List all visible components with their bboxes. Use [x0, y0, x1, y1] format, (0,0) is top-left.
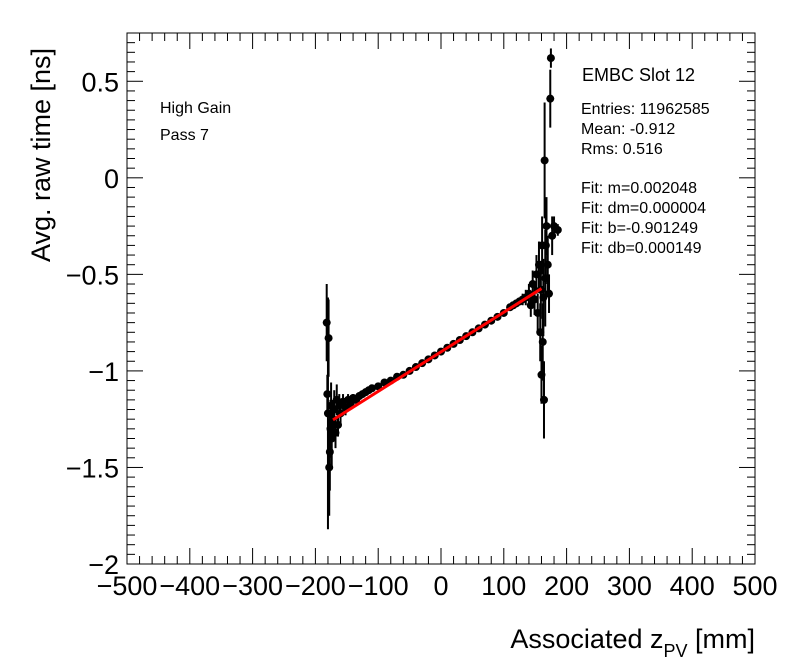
data-point — [526, 301, 535, 310]
legend-fit-b: Fit: b=-0.901249 — [581, 220, 698, 237]
legend-entries: Entries: 11962585 — [581, 101, 710, 118]
data-point — [530, 295, 539, 304]
legend-fit-db: Fit: db=0.000149 — [581, 240, 702, 257]
legend-rms: Rms: 0.516 — [581, 141, 663, 158]
x-tick-label: −400 — [159, 571, 220, 601]
y-tick-label: 0 — [104, 164, 119, 194]
annotation-gain: High Gain — [160, 100, 231, 117]
x-tick-label: −200 — [285, 571, 346, 601]
y-tick-label: −2 — [88, 550, 119, 580]
data-point — [538, 337, 547, 346]
data-point — [540, 156, 549, 165]
y-tick-labels: 0.5 0 −0.5 −1 −1.5 −2 — [66, 67, 119, 580]
legend-mean: Mean: -0.912 — [581, 121, 675, 138]
legend-fit-m: Fit: m=0.002048 — [581, 180, 697, 197]
x-axis-title-main: Associated z — [510, 624, 663, 654]
y-axis-title: Avg. raw time [ns] — [26, 48, 56, 262]
fit-line — [332, 287, 543, 422]
x-tick-labels: −500 −400 −300 −200 −100 0 100 200 300 400 500 — [97, 571, 778, 601]
y-tick-label: −1.5 — [66, 453, 119, 483]
x-tick-label: 300 — [607, 571, 652, 601]
x-axis-title-unit: [mm] — [688, 624, 756, 654]
data-point — [539, 395, 548, 404]
legend-fit-dm: Fit: dm=0.000004 — [581, 200, 706, 217]
data-point — [545, 289, 554, 298]
legend-title: EMBC Slot 12 — [582, 65, 695, 85]
y-tick-label: −0.5 — [66, 260, 119, 290]
data-point — [542, 222, 551, 231]
x-tick-label: 0 — [433, 571, 448, 601]
plot-frame — [126, 32, 756, 565]
data-points — [322, 48, 562, 530]
data-point — [553, 225, 562, 234]
x-tick-label: 500 — [732, 571, 777, 601]
x-tick-label: −100 — [348, 571, 409, 601]
data-point — [367, 384, 376, 393]
x-tick-label: −300 — [222, 571, 283, 601]
data-point — [543, 260, 552, 269]
x-tick-label: 200 — [544, 571, 589, 601]
y-tick-label: 0.5 — [81, 67, 119, 97]
data-point — [324, 334, 333, 343]
x-tick-label: −500 — [97, 571, 158, 601]
x-tick-label: 100 — [481, 571, 526, 601]
axis-ticks — [126, 32, 756, 565]
x-axis-title: Associated zPV [mm] — [510, 624, 755, 661]
x-tick-label: 400 — [670, 571, 715, 601]
annotation-pass: Pass 7 — [160, 127, 209, 144]
data-point — [546, 94, 555, 103]
data-point — [546, 54, 555, 63]
y-tick-label: −1 — [88, 357, 119, 387]
x-axis-title-subscript: PV — [663, 641, 687, 661]
